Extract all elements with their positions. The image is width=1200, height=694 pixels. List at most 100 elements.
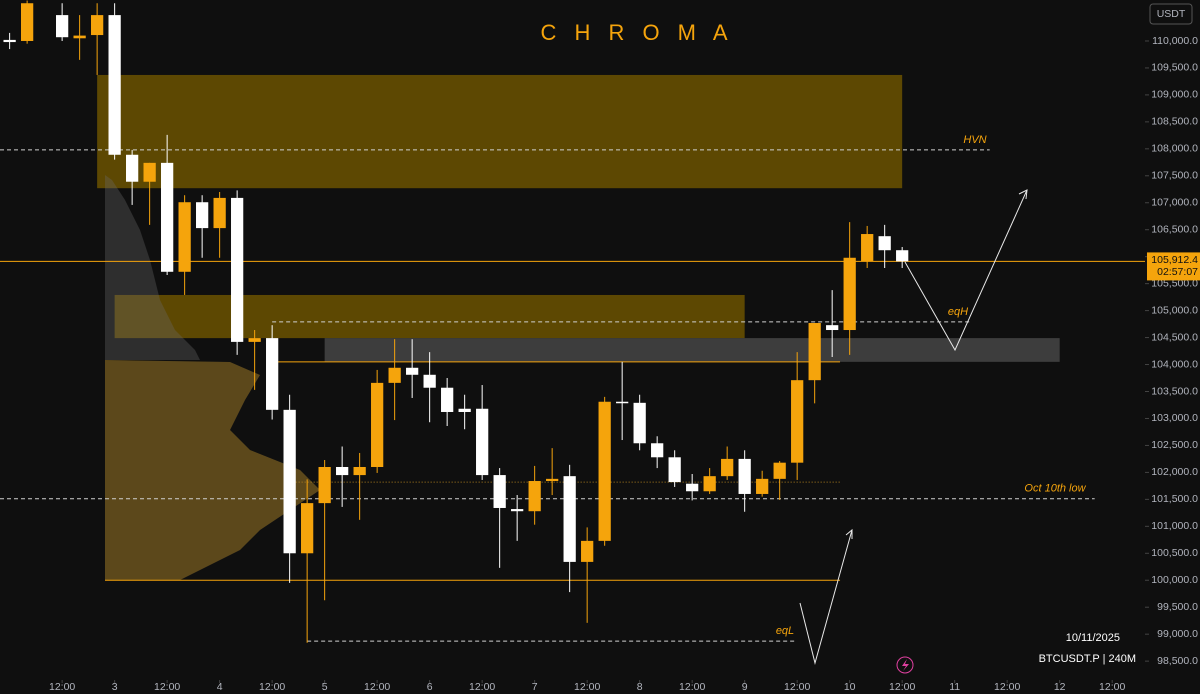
x-tick-label: 11 bbox=[949, 681, 960, 693]
price-axis-bg bbox=[1145, 0, 1200, 694]
symbol: BTCUSDT.P | 240M bbox=[1039, 653, 1136, 665]
candle-body bbox=[528, 481, 541, 512]
candle-body bbox=[668, 457, 681, 483]
y-tick-label: 104,000.0 bbox=[1151, 358, 1198, 370]
y-tick-label: 105,500.0 bbox=[1151, 277, 1198, 289]
lightning-bolt bbox=[902, 659, 909, 671]
candle-body bbox=[441, 387, 454, 412]
countdown: 02:57:07 bbox=[1157, 266, 1198, 278]
candle-body bbox=[686, 483, 699, 492]
candle-body bbox=[423, 374, 436, 388]
candle-body bbox=[826, 325, 839, 331]
candle-body bbox=[126, 154, 139, 182]
x-tick-label: 12:00 bbox=[994, 681, 1020, 693]
y-tick-label: 105,000.0 bbox=[1151, 304, 1198, 316]
chart-title: C H R O M A bbox=[540, 20, 733, 45]
candle-body bbox=[458, 408, 471, 412]
x-tick-label: 12:00 bbox=[364, 681, 390, 693]
zone bbox=[324, 338, 1060, 362]
time-axis-bg bbox=[0, 680, 1200, 694]
y-tick-label: 101,500.0 bbox=[1151, 493, 1198, 505]
arrow-head bbox=[845, 528, 853, 539]
currency-box[interactable] bbox=[1149, 3, 1193, 25]
x-tick-label: 9 bbox=[742, 681, 748, 693]
candle-body bbox=[476, 408, 489, 476]
x-tick-label: 4 bbox=[217, 681, 223, 693]
candle-body bbox=[143, 162, 156, 182]
candle-body bbox=[756, 478, 769, 494]
arrow-head bbox=[1018, 189, 1028, 200]
levels: HVN eqH Oct 10th low eqL bbox=[0, 134, 1145, 642]
candle-body bbox=[791, 380, 804, 463]
x-tick-label: 12:00 bbox=[784, 681, 810, 693]
y-tick-label: 104,500.0 bbox=[1151, 331, 1198, 343]
candle-body bbox=[703, 476, 716, 492]
candle-body bbox=[896, 250, 909, 262]
zones bbox=[97, 74, 1060, 362]
y-tick-label: 108,500.0 bbox=[1151, 116, 1198, 128]
x-tick-label: 12:00 bbox=[49, 681, 75, 693]
candle-body bbox=[73, 35, 86, 39]
x-tick-label: 3 bbox=[112, 681, 118, 693]
x-tick-label: 8 bbox=[637, 681, 643, 693]
level-label: Oct 10th low bbox=[1024, 483, 1086, 495]
x-tick-label: 12:00 bbox=[259, 681, 285, 693]
x-tick-label: 12 bbox=[1054, 681, 1066, 693]
y-tick-label: 106,500.0 bbox=[1151, 224, 1198, 236]
y-tick-label: 102,000.0 bbox=[1151, 466, 1198, 478]
candle-body bbox=[301, 503, 314, 554]
candle-body bbox=[616, 401, 629, 404]
candle-body bbox=[878, 236, 891, 251]
y-tick-label: 107,000.0 bbox=[1151, 197, 1198, 209]
candle-body bbox=[808, 323, 821, 381]
candle-body bbox=[371, 382, 384, 467]
candle-body bbox=[738, 458, 751, 494]
candle-body bbox=[161, 162, 174, 272]
candle-body bbox=[108, 15, 121, 155]
x-tick-label: 12:00 bbox=[574, 681, 600, 693]
y-tick-label: 109,000.0 bbox=[1151, 89, 1198, 101]
candle-body bbox=[406, 367, 419, 375]
candle-body bbox=[318, 466, 331, 504]
level-label: eqH bbox=[948, 306, 968, 318]
candle-body bbox=[773, 462, 786, 479]
last-price-box bbox=[1147, 252, 1200, 281]
x-tick-label: 12:00 bbox=[679, 681, 705, 693]
candle-body bbox=[213, 197, 226, 229]
candle-body bbox=[21, 3, 34, 41]
candle-body bbox=[598, 401, 611, 541]
currency: USDT bbox=[1157, 8, 1186, 20]
candle-body bbox=[178, 202, 191, 272]
x-tick-label: 10 bbox=[844, 681, 856, 693]
y-tick-label: 102,500.0 bbox=[1151, 439, 1198, 451]
y-tick-label: 107,500.0 bbox=[1151, 170, 1198, 182]
y-tick-label: 100,500.0 bbox=[1151, 547, 1198, 559]
candle-body bbox=[633, 402, 646, 444]
y-tick-label: 100,000.0 bbox=[1151, 574, 1198, 586]
y-tick-label: 98,500.0 bbox=[1157, 655, 1198, 667]
lightning-icon[interactable] bbox=[896, 656, 914, 674]
y-tick-label: 103,500.0 bbox=[1151, 385, 1198, 397]
x-tick-label: 7 bbox=[532, 681, 538, 693]
candle-body bbox=[266, 338, 279, 410]
y-tick-label: 108,000.0 bbox=[1151, 143, 1198, 155]
candle-body bbox=[336, 466, 349, 476]
y-tick-label: 109,500.0 bbox=[1151, 62, 1198, 74]
y-tick-label: 110,000.0 bbox=[1152, 35, 1198, 47]
level-label: HVN bbox=[963, 134, 986, 146]
candle-body bbox=[651, 443, 664, 458]
candle-body bbox=[721, 458, 734, 477]
candle-body bbox=[283, 409, 296, 554]
axes: 98,500.0 99,000.0 99,500.0 100,000.0 100,500… bbox=[49, 35, 1200, 693]
candle-body bbox=[56, 15, 69, 38]
last-price-label: 105,912.4 bbox=[1151, 254, 1198, 266]
candle-body bbox=[248, 338, 261, 342]
y-tick-label: 99,500.0 bbox=[1157, 601, 1198, 613]
zone bbox=[97, 74, 903, 189]
zone bbox=[114, 294, 745, 339]
candle-body bbox=[861, 234, 874, 262]
x-tick-label: 12:00 bbox=[889, 681, 915, 693]
forecast-arrow bbox=[799, 529, 853, 665]
y-tick-label: 103,000.0 bbox=[1151, 412, 1198, 424]
